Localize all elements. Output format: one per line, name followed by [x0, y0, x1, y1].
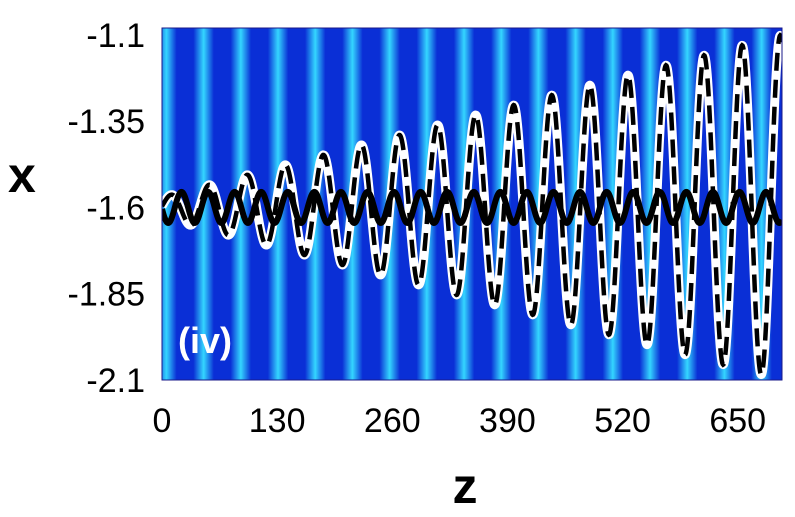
x-tick-label: 0: [153, 402, 172, 440]
x-tick-label: 390: [479, 402, 536, 440]
y-tick-label: -2.1: [86, 362, 145, 400]
x-axis-ticks: 0 130 260 390 520 650: [153, 402, 767, 440]
plot-area: [162, 28, 795, 380]
series-solid-line: [162, 188, 782, 227]
x-tick-label: 520: [594, 402, 651, 440]
y-tick-label: -1.35: [68, 103, 146, 141]
series-dashed-line: [162, 32, 782, 378]
x-tick-label: 260: [364, 402, 421, 440]
plot-frame: [161, 27, 783, 381]
y-tick-label: -1.85: [68, 276, 146, 314]
y-tick-label: -1.1: [86, 17, 145, 55]
heatmap-stripe: [789, 28, 795, 380]
heatmap-stripe: [162, 28, 177, 380]
x-tick-label: 130: [249, 402, 306, 440]
y-axis-ticks: -1.1 -1.35 -1.6 -1.85 -2.1: [68, 17, 146, 400]
y-axis-label: x: [8, 147, 36, 203]
panel-label: (iv): [178, 320, 232, 361]
y-tick-label: -1.6: [86, 189, 145, 227]
x-tick-label: 650: [709, 402, 766, 440]
x-axis-label: z: [453, 458, 478, 514]
